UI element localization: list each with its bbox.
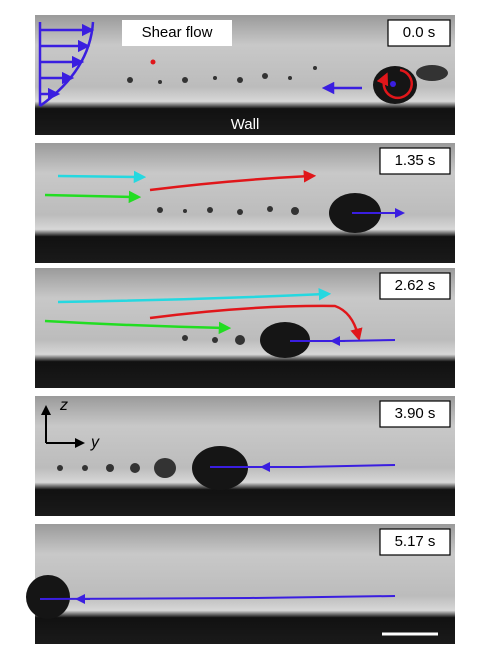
trajectory <box>39 595 396 600</box>
trajectory <box>149 304 363 342</box>
trajectory <box>210 464 396 468</box>
trajectory <box>57 288 332 304</box>
aggregate <box>192 446 248 490</box>
panel: 1.35 s <box>35 143 455 263</box>
trajectory <box>44 190 142 204</box>
time-box <box>387 19 451 47</box>
rotation-arrow <box>376 68 413 100</box>
aggregate <box>260 322 310 358</box>
panel: 2.62 s <box>35 268 455 388</box>
trajectory <box>149 170 317 192</box>
axis-label: z <box>59 397 68 414</box>
time-label: 3.90 s <box>395 405 436 422</box>
shear-flow-label: Shear flow <box>142 24 213 41</box>
label-box <box>122 20 232 46</box>
time-label: 5.17 s <box>395 533 436 550</box>
particles <box>127 66 317 84</box>
axes-icon <box>41 405 85 448</box>
time-label: 0.0 s <box>403 24 436 41</box>
time-label: 1.35 s <box>395 152 436 169</box>
axis-label: y <box>90 434 100 451</box>
panel: Shear flow Wall 0.0 s <box>35 15 455 135</box>
panel: z y 3.90 s <box>35 396 455 516</box>
trajectory <box>57 170 147 184</box>
trajectory <box>44 319 232 335</box>
time-label: 2.62 s <box>395 277 436 294</box>
wall-label: Wall <box>231 116 260 133</box>
aggregate <box>26 575 70 619</box>
panel: 5.17 s <box>26 524 455 644</box>
flow-profile <box>38 21 95 108</box>
